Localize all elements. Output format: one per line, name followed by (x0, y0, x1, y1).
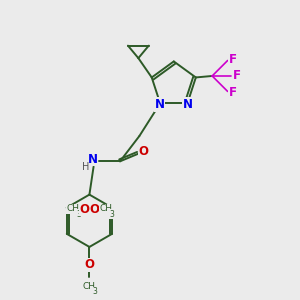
Text: F: F (233, 70, 241, 83)
Text: 3: 3 (76, 210, 81, 219)
Text: F: F (229, 53, 237, 66)
Text: 3: 3 (110, 210, 115, 219)
Text: F: F (229, 86, 237, 99)
Text: O: O (84, 258, 94, 271)
Text: CH: CH (82, 282, 96, 291)
Text: CH: CH (66, 204, 79, 213)
Text: O: O (89, 203, 99, 216)
Text: 3: 3 (93, 287, 98, 296)
Text: O: O (80, 203, 90, 216)
Text: O: O (139, 145, 149, 158)
Text: H: H (82, 162, 89, 172)
Text: N: N (183, 98, 193, 111)
Text: CH: CH (100, 204, 113, 213)
Text: N: N (154, 98, 165, 111)
Text: N: N (87, 153, 98, 166)
